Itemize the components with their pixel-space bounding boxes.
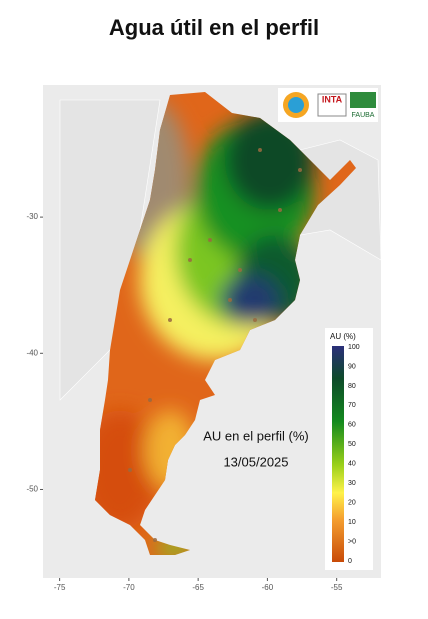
legend-title: AU (%): [330, 332, 356, 341]
legend-label: 40: [348, 461, 356, 468]
x-tick-label: -70: [123, 583, 135, 592]
logos: INTA FAUBA: [278, 88, 378, 122]
legend-label: 30: [348, 480, 356, 487]
stations: [128, 148, 302, 542]
x-tick-label: -65: [192, 583, 204, 592]
legend-label: 10: [348, 519, 356, 526]
x-tick-label: -75: [54, 583, 66, 592]
annotation: AU en el perfil (%): [203, 428, 308, 443]
legend-label: 90: [348, 363, 356, 370]
legend-label: 50: [348, 441, 356, 448]
legend: AU (%): [325, 328, 373, 570]
legend-label: >0: [348, 538, 356, 545]
title: Agua útil en el perfil: [109, 15, 319, 40]
y-tick-label: -30: [26, 212, 38, 221]
logo-inta: INTA: [322, 94, 343, 104]
legend-label: 60: [348, 422, 356, 429]
legend-label: 80: [348, 383, 356, 390]
legend-label: 70: [348, 402, 356, 409]
x-tick-label: -55: [331, 583, 343, 592]
legend-label: 0: [348, 558, 352, 565]
y-tick-label: -40: [26, 348, 38, 357]
y-tick-label: -50: [26, 485, 38, 494]
logo-fauba: FAUBA: [352, 112, 375, 119]
annotation-date: 13/05/2025: [223, 454, 288, 469]
legend-label: 20: [348, 499, 356, 506]
colorbar: [332, 346, 344, 562]
x-tick-label: -60: [262, 583, 274, 592]
legend-label: 100: [348, 344, 360, 351]
